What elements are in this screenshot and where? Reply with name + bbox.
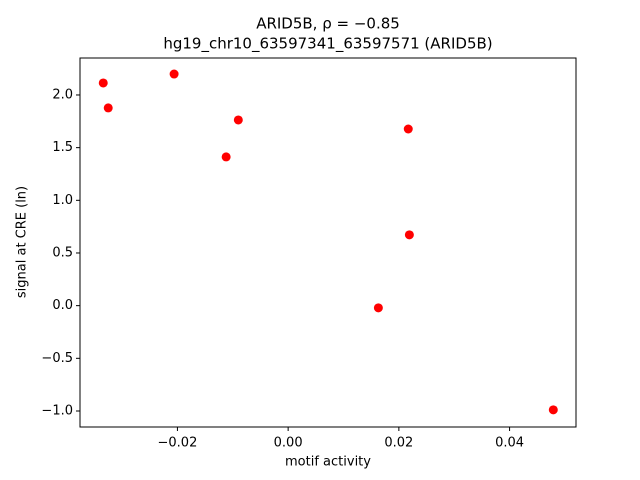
point: [169, 69, 179, 79]
y-axis-label: signal at CRE (ln): [15, 186, 30, 298]
y-tick-label: −1.0: [41, 403, 73, 418]
chart-title: ARID5B, ρ = −0.85: [256, 15, 400, 33]
x-tick-label: 0.04: [495, 436, 524, 451]
point: [98, 78, 108, 88]
chart-subtitle: hg19_chr10_63597341_63597571 (ARID5B): [163, 35, 492, 54]
point: [233, 115, 243, 125]
y-tick-label: 1.0: [52, 193, 73, 208]
x-axis-label: motif activity: [285, 455, 371, 470]
y-tick-label: 0.0: [52, 298, 73, 313]
y-tick-label: 0.5: [52, 245, 73, 260]
x-tick-label: 0.00: [274, 436, 303, 451]
plot-frame: [79, 57, 577, 428]
point: [103, 103, 113, 113]
point: [403, 124, 413, 134]
x-tick-label: 0.02: [384, 436, 413, 451]
y-tick-label: 1.5: [52, 140, 73, 155]
y-tick-label: −0.5: [41, 351, 73, 366]
point: [404, 230, 414, 240]
x-tick-label: −0.02: [158, 436, 198, 451]
point: [221, 152, 231, 162]
point: [548, 405, 558, 415]
point: [373, 303, 383, 313]
y-tick-label: 2.0: [52, 87, 73, 102]
